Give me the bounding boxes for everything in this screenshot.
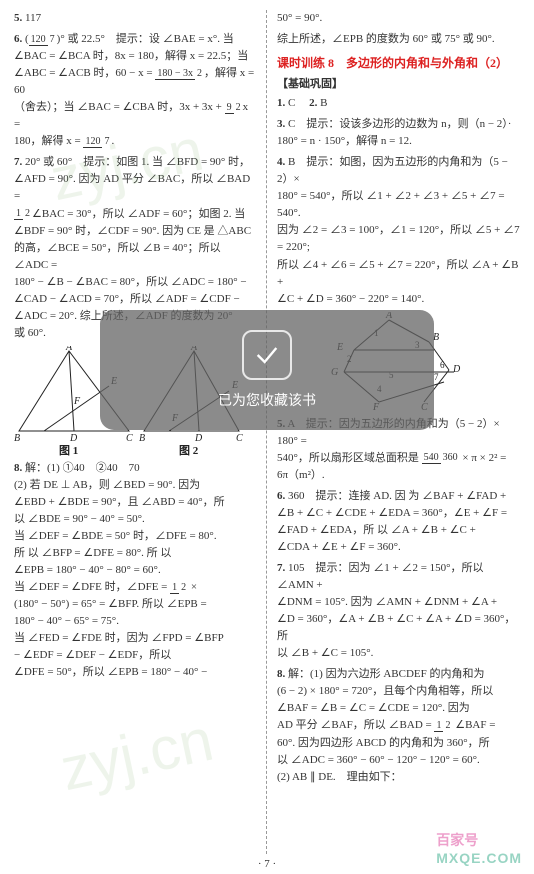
svg-text:7: 7: [434, 372, 439, 382]
r-top1: 50° = 90°.: [277, 10, 520, 27]
q8-l6: 所 以 ∠BFP = ∠DFE = 80°. 所 以: [14, 545, 256, 562]
svg-text:A: A: [65, 346, 73, 353]
svg-text:D: D: [452, 364, 461, 375]
q7-l5: 的高，∠BCE = 50°，所以 ∠B = 40°；所以 ∠ADC =: [14, 240, 256, 274]
page: 5. 117 6. (1207)° 或 22.5° 提示：设 ∠BAE = x°…: [0, 0, 534, 874]
svg-text:D: D: [194, 433, 203, 444]
q7-l6: 180° − ∠B − ∠BAC = 80°，所以 ∠ADC = 180° −: [14, 274, 256, 291]
rq8: 8. 解：(1) 因为六边形 ABCDEF 的内角和为 (6 − 2) × 18…: [277, 666, 520, 785]
q8-l9: (180° − 50°) = 65° = ∠BFP. 所以 ∠EPB =: [14, 596, 256, 613]
q6-l5: 180，解得 x = 1207.: [14, 133, 256, 150]
q6-l2: ∠BAC = ∠BCA 时，8x = 180，解得 x = 22.5；当: [14, 48, 256, 65]
rq5-frac: 540360: [422, 453, 460, 463]
r-top2: 综上所述，∠EPB 的度数为 60° 或 75° 或 90°.: [277, 31, 520, 48]
q6-l4: （舍去）；当 ∠BAC = ∠CBA 时，3x + 3x + 92x =: [14, 99, 256, 133]
svg-text:C: C: [126, 433, 133, 444]
q8-l1: 解：(1) ①40 ②40 70: [25, 462, 140, 474]
right-column: 50° = 90°. 综上所述，∠EPB 的度数为 60° 或 75° 或 90…: [267, 10, 520, 854]
svg-text:图 2: 图 2: [179, 444, 199, 456]
q8-l10: 180° − 40° − 65° = 75°.: [14, 613, 256, 630]
q8-l7: ∠EPB = 180° − 40° − 80° = 60°.: [14, 562, 256, 579]
q6: 6. (1207)° 或 22.5° 提示：设 ∠BAE = x°. 当 ∠BA…: [14, 31, 256, 150]
rq1: 1. C 2. B: [277, 95, 520, 112]
q7-frac: 12: [14, 209, 32, 219]
q7-l7: ∠CAD − ∠ACD = 70°，所以 ∠ADF = ∠CDF −: [14, 291, 256, 308]
q5-num: 5.: [14, 12, 22, 24]
rq8-frac: 12: [434, 721, 452, 731]
rq7: 7. 105 提示：因为 ∠1 + ∠2 = 150°，所以 ∠AMN + ∠D…: [277, 560, 520, 662]
toast-text: 已为您收藏该书: [218, 390, 316, 410]
left-column: 5. 117 6. (1207)° 或 22.5° 提示：设 ∠BAE = x°…: [14, 10, 267, 854]
q7-l1: 20° 或 60° 提示：如图 1. 当 ∠BFD = 90° 时，: [25, 156, 250, 168]
q8-l13: ∠DFE = 50°，所以 ∠EPB = 180° − 40° −: [14, 664, 256, 681]
q8-l5: 当 ∠DEF = ∠BDE = 50° 时，∠DFE = 80°.: [14, 528, 256, 545]
q8-l4: 以 ∠BDE = 90° − 40° = 50°.: [14, 511, 256, 528]
svg-text:D: D: [69, 433, 78, 444]
q8-num: 8.: [14, 462, 22, 474]
q6-l1b: )° 或 22.5° 提示：设 ∠BAE = x°. 当: [57, 33, 234, 45]
q5: 5. 117: [14, 10, 256, 27]
svg-text:图 1: 图 1: [59, 444, 78, 456]
sub-title: 【基础巩固】: [277, 75, 520, 91]
q8-frac: 12: [170, 583, 188, 593]
q6-frac2: 180 − 3x2: [155, 69, 204, 79]
q8: 8. 解：(1) ①40 ②40 70 (2) 若 DE ⊥ AB，则 ∠BED…: [14, 460, 256, 682]
section-title: 课时训练 8 多边形的内角和与外角和（2）: [277, 54, 520, 71]
svg-text:F: F: [73, 396, 81, 407]
q5-text: 117: [25, 12, 41, 24]
svg-text:6: 6: [440, 360, 445, 370]
q8-l12: − ∠EDF = ∠DEF − ∠EDF，所以: [14, 647, 256, 664]
q6-frac1: 1207: [29, 35, 57, 45]
q6-num: 6.: [14, 33, 22, 45]
q7-l4: ∠BDF = 90° 时，∠CDF = 90°. 因为 CE 是 △ABC: [14, 223, 256, 240]
q7-l2: ∠AFD = 90°. 因为 AD 平分 ∠BAC，所以 ∠BAD =: [14, 171, 256, 205]
rq4: 4. B 提示：如图，因为五边形的内角和为（5 − 2）× 180° = 540…: [277, 154, 520, 307]
rq6: 6. 360 提示：连接 AD. 因 为 ∠BAF + ∠FAD + ∠B + …: [277, 488, 520, 556]
q8-l2: (2) 若 DE ⊥ AB，则 ∠BED = 90°. 因为: [14, 477, 256, 494]
toast-overlay: 已为您收藏该书: [100, 310, 434, 430]
q6-l3: ∠ABC = ∠ACB 时，60 − x = 180 − 3x2，解得 x = …: [14, 65, 256, 99]
q7-l3: 12∠BAC = 30°，所以 ∠ADF = 60°；如图 2. 当: [14, 206, 256, 223]
q6-frac4: 1207: [83, 137, 111, 147]
svg-text:C: C: [236, 433, 243, 444]
rq3: 3. C 提示：设该多边形的边数为 n，则（n − 2）· 180° = n ·…: [277, 116, 520, 150]
check-icon: [242, 330, 292, 380]
svg-text:B: B: [14, 433, 20, 444]
q7-num: 7.: [14, 156, 22, 168]
svg-text:B: B: [139, 433, 145, 444]
q8-l8: 当 ∠DEF = ∠DFE 时，∠DFE = 12 ×: [14, 579, 256, 596]
watermark-logo: 百家号 MXQE.COM: [436, 830, 522, 866]
q8-l3: ∠EBD + ∠BDE = 90°，且 ∠ABD = 40°，所: [14, 494, 256, 511]
q6-frac3: 92: [225, 103, 243, 113]
q8-l11: 当 ∠FED = ∠FDE 时，因为 ∠FPD = ∠BFP: [14, 630, 256, 647]
